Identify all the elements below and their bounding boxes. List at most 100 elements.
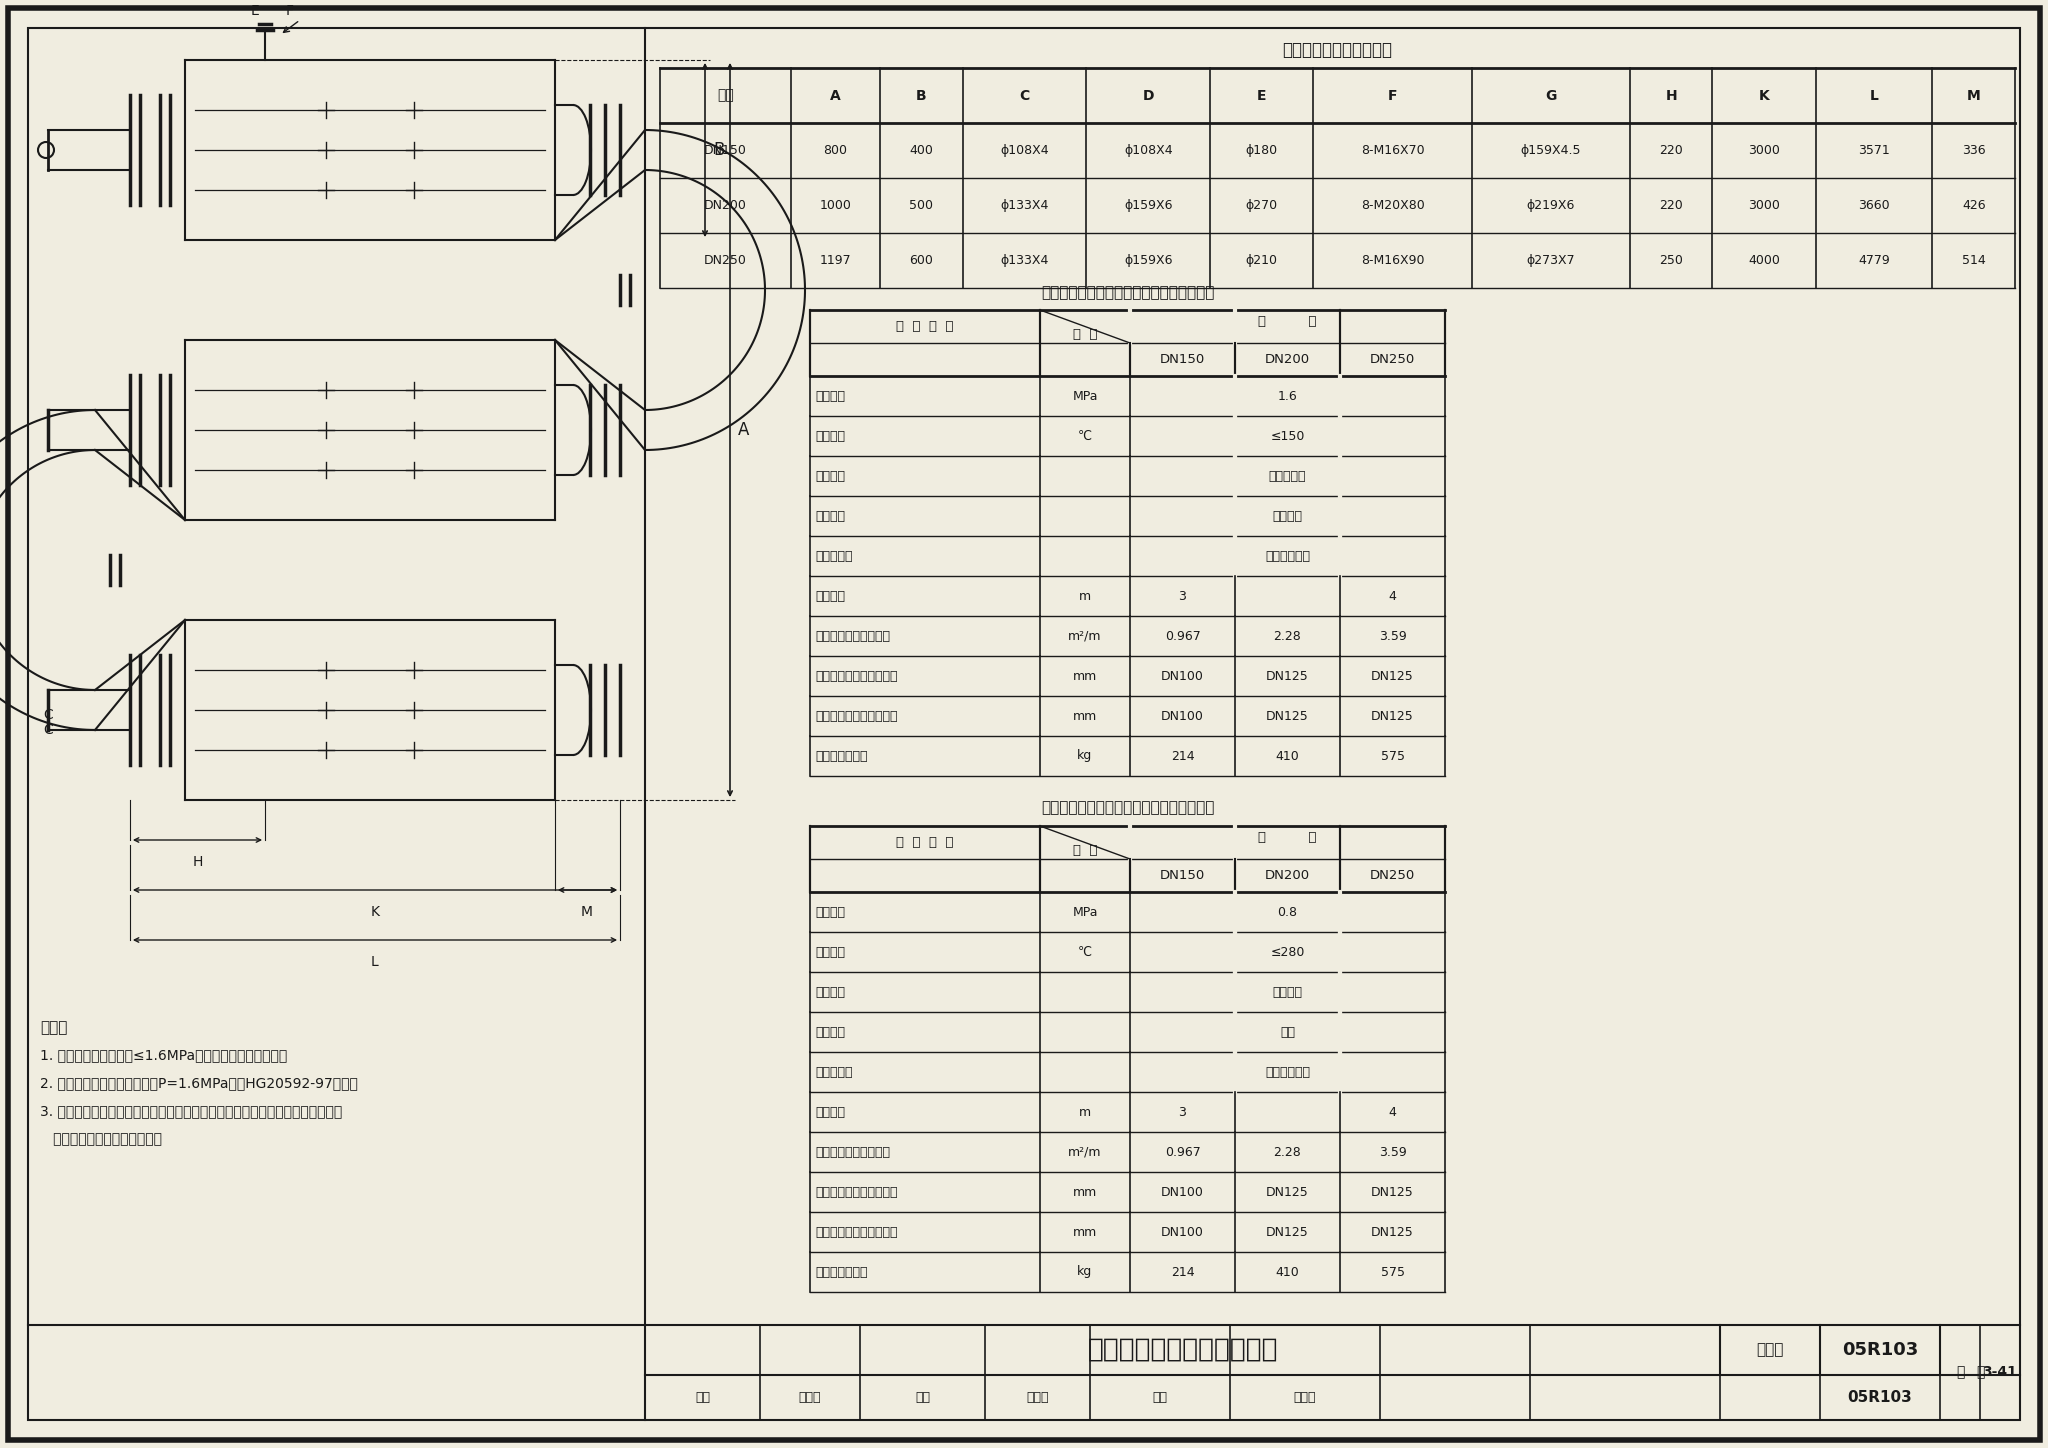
Text: DN200: DN200 bbox=[705, 198, 748, 211]
Text: 3660: 3660 bbox=[1858, 198, 1890, 211]
Text: 800: 800 bbox=[823, 143, 848, 156]
Text: ϕ270: ϕ270 bbox=[1245, 198, 1278, 211]
Text: 05R103: 05R103 bbox=[1841, 1341, 1919, 1360]
Text: ≤280: ≤280 bbox=[1270, 946, 1305, 959]
Text: ℃: ℃ bbox=[1077, 946, 1092, 959]
Text: A: A bbox=[737, 421, 750, 439]
Text: ϕ108X4: ϕ108X4 bbox=[999, 143, 1049, 156]
Text: DN100: DN100 bbox=[1161, 710, 1204, 723]
Text: 8-M20X80: 8-M20X80 bbox=[1360, 198, 1425, 211]
Text: 500: 500 bbox=[909, 198, 934, 211]
Text: 426: 426 bbox=[1962, 198, 1987, 211]
Text: 每行程设备重量: 每行程设备重量 bbox=[815, 750, 868, 763]
Text: DN100: DN100 bbox=[1161, 1225, 1204, 1238]
Text: 单  位: 单 位 bbox=[1073, 329, 1098, 342]
Text: D: D bbox=[1143, 88, 1155, 103]
Text: H: H bbox=[193, 854, 203, 869]
Text: mm: mm bbox=[1073, 1186, 1098, 1199]
Text: DN200: DN200 bbox=[1266, 353, 1311, 366]
Text: E: E bbox=[250, 4, 260, 17]
Text: 分段式换热器水水换热工况主要技术参数表: 分段式换热器水水换热工况主要技术参数表 bbox=[1040, 285, 1214, 301]
Text: 被加热水: 被加热水 bbox=[1272, 986, 1303, 999]
Text: M: M bbox=[582, 905, 594, 919]
Text: ≤150: ≤150 bbox=[1270, 430, 1305, 443]
Text: 4779: 4779 bbox=[1858, 253, 1890, 266]
Text: F: F bbox=[287, 4, 295, 17]
Text: 3-41: 3-41 bbox=[1982, 1365, 2017, 1380]
Text: G: G bbox=[1544, 88, 1556, 103]
Text: ϕ159X4.5: ϕ159X4.5 bbox=[1520, 143, 1581, 156]
Text: DN100: DN100 bbox=[1161, 669, 1204, 682]
Text: DN150: DN150 bbox=[1159, 353, 1204, 366]
Text: mm: mm bbox=[1073, 710, 1098, 723]
Text: kg: kg bbox=[1077, 750, 1094, 763]
Text: 3000: 3000 bbox=[1749, 143, 1780, 156]
Text: ϕ210: ϕ210 bbox=[1245, 253, 1278, 266]
Text: C: C bbox=[1020, 88, 1030, 103]
Text: 220: 220 bbox=[1659, 143, 1683, 156]
Text: m: m bbox=[1079, 1105, 1092, 1118]
Text: 514: 514 bbox=[1962, 253, 1987, 266]
Text: 换热管材质: 换热管材质 bbox=[815, 1066, 852, 1079]
Text: 05R103: 05R103 bbox=[1847, 1390, 1913, 1405]
Text: 3: 3 bbox=[1178, 589, 1186, 602]
Text: L: L bbox=[1870, 88, 1878, 103]
Text: DN250: DN250 bbox=[1370, 353, 1415, 366]
Text: mm: mm bbox=[1073, 669, 1098, 682]
Text: 3.59: 3.59 bbox=[1378, 1145, 1407, 1158]
Text: DN250: DN250 bbox=[1370, 869, 1415, 882]
Text: 单  位: 单 位 bbox=[1073, 844, 1098, 857]
Text: 一次热源水: 一次热源水 bbox=[1270, 469, 1307, 482]
Text: m: m bbox=[1079, 589, 1092, 602]
Text: 管间进出口接口法兰直径: 管间进出口接口法兰直径 bbox=[815, 1225, 897, 1238]
Text: C: C bbox=[43, 708, 53, 723]
Text: 行程长度: 行程长度 bbox=[815, 1105, 846, 1118]
Text: DN125: DN125 bbox=[1370, 1225, 1413, 1238]
Text: 1. 适用范围：设计压力≤1.6MPa，热源可为热水或蒸汽。: 1. 适用范围：设计压力≤1.6MPa，热源可为热水或蒸汽。 bbox=[41, 1048, 287, 1061]
Text: F: F bbox=[1389, 88, 1397, 103]
Text: 600: 600 bbox=[909, 253, 934, 266]
Text: 页: 页 bbox=[1976, 1365, 1985, 1380]
Text: 8-M16X90: 8-M16X90 bbox=[1360, 253, 1423, 266]
Text: B: B bbox=[713, 140, 725, 159]
Text: 参  数  名  称: 参 数 名 称 bbox=[897, 835, 954, 849]
Text: 3. 本图依据北京市伟业供热设备有限公司及北京广厦新源石化设备开发有限公司: 3. 本图依据北京市伟业供热设备有限公司及北京广厦新源石化设备开发有限公司 bbox=[41, 1103, 342, 1118]
Text: C: C bbox=[43, 723, 53, 737]
Text: ϕ133X4: ϕ133X4 bbox=[999, 198, 1049, 211]
Text: L: L bbox=[371, 956, 379, 969]
Text: 1.6: 1.6 bbox=[1278, 390, 1296, 403]
Text: 郭奇志: 郭奇志 bbox=[1026, 1392, 1049, 1405]
Text: 1197: 1197 bbox=[819, 253, 852, 266]
Text: 管程介质: 管程介质 bbox=[815, 469, 846, 482]
Text: 410: 410 bbox=[1276, 1266, 1298, 1279]
Text: 行程长度: 行程长度 bbox=[815, 589, 846, 602]
Text: 3.59: 3.59 bbox=[1378, 630, 1407, 643]
Text: 0.8: 0.8 bbox=[1278, 905, 1298, 918]
Text: 220: 220 bbox=[1659, 198, 1683, 211]
Text: m²/m: m²/m bbox=[1069, 1145, 1102, 1158]
Text: 250: 250 bbox=[1659, 253, 1683, 266]
Text: 1000: 1000 bbox=[819, 198, 852, 211]
Text: MPa: MPa bbox=[1073, 905, 1098, 918]
Text: 管程介质: 管程介质 bbox=[815, 986, 846, 999]
Text: E: E bbox=[1257, 88, 1266, 103]
Text: 每米行程长度换热面积: 每米行程长度换热面积 bbox=[815, 630, 891, 643]
Text: 3571: 3571 bbox=[1858, 143, 1890, 156]
Text: ϕ219X6: ϕ219X6 bbox=[1526, 198, 1575, 211]
Text: 8-M16X70: 8-M16X70 bbox=[1360, 143, 1423, 156]
Text: 管内进出口接口法兰直径: 管内进出口接口法兰直径 bbox=[815, 669, 897, 682]
Text: 214: 214 bbox=[1171, 1266, 1194, 1279]
Text: 3: 3 bbox=[1178, 1105, 1186, 1118]
Text: 型          号: 型 号 bbox=[1257, 831, 1317, 844]
Text: 分段式换热器汽水换热工况主要技术参数表: 分段式换热器汽水换热工况主要技术参数表 bbox=[1040, 801, 1214, 815]
Text: 2. 管道与换热器连接处的法兰P=1.6MPa，按HG20592-97配制。: 2. 管道与换热器连接处的法兰P=1.6MPa，按HG20592-97配制。 bbox=[41, 1076, 358, 1090]
Text: ϕ273X7: ϕ273X7 bbox=[1526, 253, 1575, 266]
Text: 分段式换热器结构尺寸表: 分段式换热器结构尺寸表 bbox=[1282, 41, 1393, 59]
Text: 2.28: 2.28 bbox=[1274, 630, 1300, 643]
Text: B: B bbox=[915, 88, 926, 103]
Text: 壳程介质: 壳程介质 bbox=[815, 510, 846, 523]
Text: 4000: 4000 bbox=[1749, 253, 1780, 266]
Text: 设计温度: 设计温度 bbox=[815, 946, 846, 959]
Text: DN125: DN125 bbox=[1370, 1186, 1413, 1199]
Text: 每行程设备重量: 每行程设备重量 bbox=[815, 1266, 868, 1279]
